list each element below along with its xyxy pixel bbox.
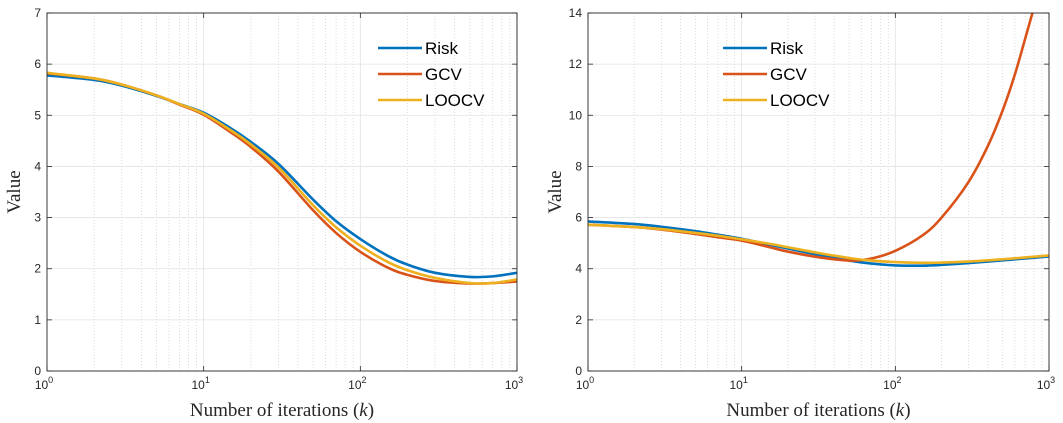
x-tick-label: 101 — [191, 375, 209, 392]
y-tick-label: 6 — [34, 57, 41, 71]
x-tick-label: 102 — [883, 375, 901, 392]
x-tick-label: 103 — [505, 375, 523, 392]
y-tick-label: 2 — [575, 313, 582, 327]
y-tick-label: 14 — [569, 6, 583, 20]
y-tick-label: 3 — [34, 211, 41, 225]
legend: Risk GCV LOOCV — [378, 39, 485, 110]
axes-frame — [46, 12, 518, 372]
y-tick-label: 4 — [575, 262, 582, 276]
y-tick-label: 1 — [34, 313, 41, 327]
legend-label-loocv: LOOCV — [770, 91, 830, 110]
series-line-loocv — [588, 223, 1049, 265]
y-tick-label: 5 — [34, 108, 41, 122]
axes-frame — [587, 12, 1050, 372]
legend: Risk GCV LOOCV — [723, 39, 830, 110]
plot-area — [47, 13, 517, 371]
y-tick-label: 7 — [34, 6, 41, 20]
x-axis-label: Number of iterations (k) — [190, 400, 374, 421]
x-axis-label: Number of iterations (k) — [726, 400, 910, 421]
x-tick-label: 103 — [1037, 375, 1055, 392]
x-tick-label: 101 — [729, 375, 747, 392]
series-line-risk — [588, 220, 1049, 267]
y-tick-label: 4 — [34, 159, 41, 173]
y-tick-label: 2 — [34, 262, 41, 276]
legend-label-gcv: GCV — [425, 65, 463, 84]
x-tick-label: 102 — [348, 375, 366, 392]
y-tick-label: 0 — [575, 364, 582, 378]
y-tick-label: 0 — [34, 364, 41, 378]
legend-label-risk: Risk — [770, 39, 804, 58]
y-tick-label: 10 — [569, 108, 583, 122]
y-tick-label: 12 — [569, 57, 583, 71]
y-tick-label: 8 — [575, 159, 582, 173]
legend-label-gcv: GCV — [770, 65, 808, 84]
legend-label-risk: Risk — [425, 39, 459, 58]
plot-area — [588, 13, 1049, 371]
y-axis-label: Value — [4, 170, 25, 213]
series-line-loocv — [47, 71, 517, 285]
legend-label-loocv: LOOCV — [425, 91, 485, 110]
y-tick-label: 6 — [575, 211, 582, 225]
y-axis-label: Value — [545, 170, 566, 213]
